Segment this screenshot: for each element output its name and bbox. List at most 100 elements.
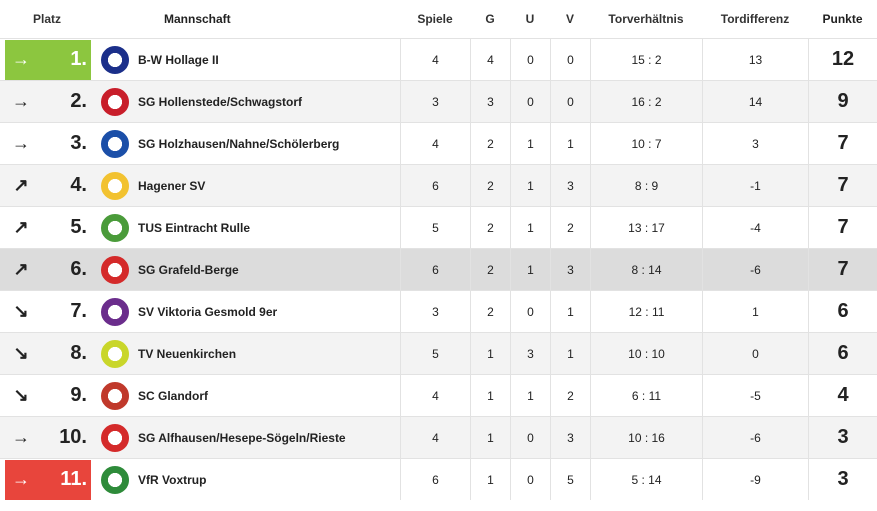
- v-value: 5: [550, 459, 590, 500]
- spiele-value: 5: [400, 333, 470, 374]
- g-value: 1: [470, 417, 510, 458]
- team-logo-icon[interactable]: [100, 255, 129, 284]
- torverhaeltnis-value: 10 : 7: [590, 123, 702, 164]
- v-value: 3: [550, 249, 590, 290]
- g-value: 1: [470, 459, 510, 500]
- v-value: 3: [550, 165, 590, 206]
- team-logo-icon[interactable]: [100, 87, 129, 116]
- table-row[interactable]: → 11. VfR Voxtrup 6 1 0 5 5 : 14 -9 3: [0, 458, 877, 500]
- team-name[interactable]: SG Grafeld-Berge: [138, 262, 239, 277]
- torverhaeltnis-value: 12 : 11: [590, 291, 702, 332]
- rank-number: 6.: [70, 258, 87, 280]
- team-name[interactable]: SG Hollenstede/Schwagstorf: [138, 94, 303, 109]
- team-name[interactable]: TUS Eintracht Rulle: [138, 220, 251, 235]
- team-name[interactable]: TV Neuenkirchen: [138, 346, 237, 361]
- torverhaeltnis-value: 16 : 2: [590, 81, 702, 122]
- rank-number: 4.: [70, 174, 87, 196]
- team-logo-cell: [91, 291, 138, 332]
- team-logo-icon[interactable]: [100, 213, 129, 242]
- team-name[interactable]: SG Alfhausen/Hesepe-Sögeln/Rieste: [138, 430, 346, 445]
- table-row[interactable]: → 1. B-W Hollage II 4 4 0 0 15 : 2 13 12: [0, 38, 877, 80]
- rank-number: 11.: [60, 468, 87, 490]
- u-value: 1: [510, 207, 550, 248]
- team-name[interactable]: SV Viktoria Gesmold 9er: [138, 304, 278, 319]
- table-row[interactable]: ↘ 7. SV Viktoria Gesmold 9er 3 2 0 1 12 …: [0, 290, 877, 332]
- team-logo-cell: [91, 249, 138, 290]
- team-logo-icon[interactable]: [100, 171, 129, 200]
- platz-cell: ↘ 8.: [0, 333, 91, 374]
- rank-number: 9.: [70, 384, 87, 406]
- team-logo-icon[interactable]: [100, 339, 129, 368]
- team-logo-icon[interactable]: [100, 297, 129, 326]
- team-logo-cell: [91, 207, 138, 248]
- tordifferenz-value: -5: [702, 375, 808, 416]
- header-v: V: [565, 12, 574, 26]
- position-badge: ↘ 9.: [5, 376, 91, 416]
- team-name[interactable]: SG Holzhausen/Nahne/Schölerberg: [138, 136, 340, 151]
- spiele-value: 4: [400, 417, 470, 458]
- table-row[interactable]: ↘ 9. SC Glandorf 4 1 1 2 6 : 11 -5 4: [0, 374, 877, 416]
- tordifferenz-value: 0: [702, 333, 808, 374]
- trend-arrow-icon: →: [12, 49, 30, 69]
- trend-arrow-icon: ↘: [13, 343, 29, 363]
- table-row[interactable]: → 2. SG Hollenstede/Schwagstorf 3 3 0 0 …: [0, 80, 877, 122]
- g-value: 2: [470, 207, 510, 248]
- u-value: 0: [510, 459, 550, 500]
- u-value: 1: [510, 375, 550, 416]
- team-logo-cell: [91, 459, 138, 500]
- rank-number: 7.: [70, 300, 87, 322]
- platz-cell: ↘ 7.: [0, 291, 91, 332]
- spiele-value: 4: [400, 39, 470, 80]
- punkte-value: 3: [808, 417, 877, 458]
- punkte-value: 6: [808, 333, 877, 374]
- trend-arrow-icon: →: [12, 133, 30, 153]
- u-value: 0: [510, 39, 550, 80]
- tordifferenz-value: -1: [702, 165, 808, 206]
- u-value: 0: [510, 417, 550, 458]
- table-row[interactable]: ↘ 8. TV Neuenkirchen 5 1 3 1 10 : 10 0 6: [0, 332, 877, 374]
- platz-cell: → 11.: [0, 459, 91, 500]
- rank-number: 5.: [70, 216, 87, 238]
- rank-number: 8.: [70, 342, 87, 364]
- table-row[interactable]: → 3. SG Holzhausen/Nahne/Schölerberg 4 2…: [0, 122, 877, 164]
- trend-arrow-icon: →: [12, 469, 30, 489]
- tordifferenz-value: 14: [702, 81, 808, 122]
- position-badge: → 3.: [5, 124, 91, 164]
- platz-cell: → 10.: [0, 417, 91, 458]
- position-badge: → 10.: [5, 418, 91, 458]
- punkte-value: 6: [808, 291, 877, 332]
- team-logo-icon[interactable]: [100, 381, 129, 410]
- g-value: 2: [470, 249, 510, 290]
- tordifferenz-value: 1: [702, 291, 808, 332]
- trend-arrow-icon: ↗: [13, 217, 29, 237]
- g-value: 2: [470, 165, 510, 206]
- spiele-value: 6: [400, 459, 470, 500]
- team-logo-icon[interactable]: [100, 45, 129, 74]
- g-value: 2: [470, 123, 510, 164]
- team-logo-icon[interactable]: [100, 423, 129, 452]
- standings-table: Platz Mannschaft Spiele G U V Torverhält…: [0, 12, 877, 500]
- team-logo-icon[interactable]: [100, 129, 129, 158]
- platz-cell: ↗ 4.: [0, 165, 91, 206]
- g-value: 2: [470, 291, 510, 332]
- punkte-value: 7: [808, 207, 877, 248]
- platz-cell: ↘ 9.: [0, 375, 91, 416]
- v-value: 3: [550, 417, 590, 458]
- table-row[interactable]: ↗ 5. TUS Eintracht Rulle 5 2 1 2 13 : 17…: [0, 206, 877, 248]
- team-logo-cell: [91, 123, 138, 164]
- team-name[interactable]: B-W Hollage II: [138, 52, 219, 67]
- position-badge: ↗ 4.: [5, 166, 91, 206]
- table-row[interactable]: ↗ 6. SG Grafeld-Berge 6 2 1 3 8 : 14 -6 …: [0, 248, 877, 290]
- table-row[interactable]: ↗ 4. Hagener SV 6 2 1 3 8 : 9 -1 7: [0, 164, 877, 206]
- punkte-value: 7: [808, 123, 877, 164]
- v-value: 2: [550, 375, 590, 416]
- table-row[interactable]: → 10. SG Alfhausen/Hesepe-Sögeln/Rieste …: [0, 416, 877, 458]
- position-badge: ↗ 5.: [5, 208, 91, 248]
- header-tordifferenz: Tordifferenz: [720, 12, 790, 26]
- team-name[interactable]: SC Glandorf: [138, 388, 209, 403]
- team-name[interactable]: Hagener SV: [138, 178, 206, 193]
- team-logo-icon[interactable]: [100, 465, 129, 494]
- header-u: U: [525, 12, 535, 26]
- team-logo-cell: [91, 375, 138, 416]
- team-name[interactable]: VfR Voxtrup: [138, 472, 207, 487]
